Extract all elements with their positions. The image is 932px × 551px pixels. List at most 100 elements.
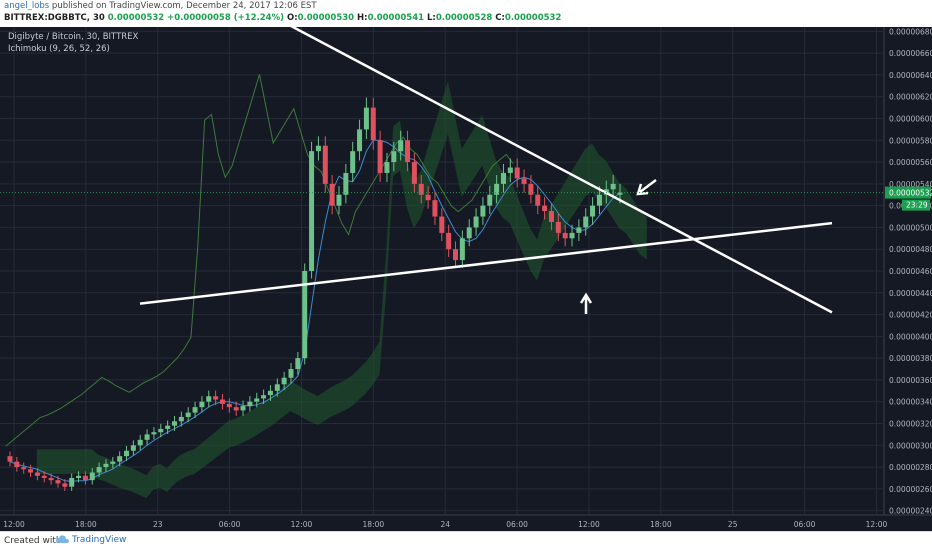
candle-body xyxy=(233,407,239,411)
low-label: L: xyxy=(427,13,436,23)
candle-body xyxy=(96,467,102,473)
candle-body xyxy=(103,463,109,468)
open-value: 0.00000530 xyxy=(297,13,355,23)
y-tick-label: 0.00000340 xyxy=(889,398,932,407)
y-tick-label: 0.00000460 xyxy=(889,267,932,276)
symbol-label: BITTREX:DGBBTC, 30 xyxy=(4,13,105,23)
x-tick-label: 06:00 xyxy=(506,520,528,529)
countdown-tag xyxy=(902,199,930,211)
candle-body xyxy=(315,145,321,152)
candle-body xyxy=(357,129,363,152)
candle-body xyxy=(48,477,54,481)
countdown-value: 23:29 xyxy=(906,201,928,210)
created-with: Created with xyxy=(4,536,62,546)
x-tick-label: 18:00 xyxy=(650,520,672,529)
y-tick-label: 0.00000540 xyxy=(889,180,932,189)
candle-body xyxy=(158,428,164,433)
price-change: 0.00000532 +0.00000058 (+12.24%) xyxy=(107,13,285,23)
candle-body xyxy=(82,475,88,481)
candle-body xyxy=(295,358,301,370)
y-tick-label: 0.00000240 xyxy=(889,507,932,516)
x-tick-label: 12:00 xyxy=(291,520,313,529)
y-tick-label: 0.00000380 xyxy=(889,354,932,363)
candle-body xyxy=(583,216,589,228)
y-tick-label: 0.00000440 xyxy=(889,289,932,298)
y-axis-panel xyxy=(884,27,932,531)
candle-body xyxy=(185,412,191,417)
high-value: 0.00000541 xyxy=(367,13,425,23)
y-tick-label: 0.00000280 xyxy=(889,463,932,472)
close-label: C: xyxy=(495,13,505,23)
candle-body xyxy=(377,140,383,173)
candle-body xyxy=(514,167,520,179)
candle-body xyxy=(130,445,136,451)
close-value: 0.00000532 xyxy=(504,13,562,23)
y-tick-label: 0.00000400 xyxy=(889,332,932,341)
candle-body xyxy=(548,211,554,222)
candle-body xyxy=(596,194,602,206)
candle-body xyxy=(576,227,582,233)
candle-body xyxy=(542,205,548,212)
candle-body xyxy=(171,421,177,426)
last-price-value: 0.00000532 xyxy=(889,189,932,198)
ascending-trendline xyxy=(139,221,833,305)
open-label: O: xyxy=(286,13,298,23)
x-tick-label: 12:00 xyxy=(3,520,25,529)
down-left-arrow-annotation xyxy=(636,179,657,196)
y-tick-label: 0.00000500 xyxy=(889,223,932,232)
tradingview-text: TradingView xyxy=(72,535,127,545)
x-tick-label: 12:00 xyxy=(578,520,600,529)
descending-trendline xyxy=(290,27,833,314)
candle-body xyxy=(617,192,623,195)
tradingview-cloud-icon xyxy=(56,535,69,543)
candle-body xyxy=(165,425,171,429)
author-link[interactable]: angel_lobs xyxy=(4,1,50,11)
chart-header: angel_lobs published on TradingView.com,… xyxy=(0,0,932,27)
up-arrow-annotation xyxy=(579,292,593,314)
y-tick-label: 0.00000600 xyxy=(889,115,932,124)
candle-body xyxy=(288,369,294,378)
footer: Created with TradingView xyxy=(0,531,932,551)
y-tick-label: 0.00000480 xyxy=(889,245,932,254)
publish-line: angel_lobs published on TradingView.com,… xyxy=(4,1,317,11)
candle-body xyxy=(34,472,40,476)
candle-body xyxy=(192,407,198,413)
candle-body xyxy=(302,271,308,359)
candle-body xyxy=(89,472,95,481)
candle-body xyxy=(610,183,616,190)
y-tick-label: 0.00000420 xyxy=(889,311,932,320)
candle-body xyxy=(487,194,493,206)
candle-body xyxy=(562,232,568,239)
candle-body xyxy=(110,461,116,464)
candle-body xyxy=(363,107,369,130)
y-tick-label: 0.00000300 xyxy=(889,441,932,450)
candle-body xyxy=(69,477,75,487)
candle-body xyxy=(322,145,328,184)
candle-body xyxy=(336,194,342,206)
y-tick-label: 0.00000660 xyxy=(889,49,932,58)
x-tick-label: 06:00 xyxy=(219,520,241,529)
candle-body xyxy=(329,183,335,206)
candle-body xyxy=(398,140,404,152)
chart-legend: Digibyte / Bitcoin, 30, BITTREX Ichimoku… xyxy=(8,31,138,55)
symbol-title: Digibyte / Bitcoin, 30, BITTREX xyxy=(8,32,139,42)
candle-body xyxy=(206,396,212,402)
candle-body xyxy=(425,194,431,201)
candle-body xyxy=(62,483,68,487)
candle-body xyxy=(350,151,356,173)
chart-area[interactable]: 0.00000680 0.00000660 0.00000640 0.00000620… xyxy=(0,27,932,531)
candle-body xyxy=(124,450,130,457)
candle-body xyxy=(14,461,20,468)
price-chart[interactable]: 0.00000680 0.00000660 0.00000640 0.00000620… xyxy=(0,27,932,531)
candle-body xyxy=(41,475,47,478)
x-tick-label: 25 xyxy=(728,520,738,529)
candle-body xyxy=(500,172,506,184)
candle-body xyxy=(117,456,123,462)
candle-body xyxy=(453,249,459,261)
candle-body xyxy=(405,140,411,163)
candle-body xyxy=(521,178,527,184)
candle-body xyxy=(480,205,486,217)
tradingview-brand[interactable]: TradingView xyxy=(56,535,126,545)
candle-body xyxy=(555,221,561,233)
candle-body xyxy=(569,232,575,239)
